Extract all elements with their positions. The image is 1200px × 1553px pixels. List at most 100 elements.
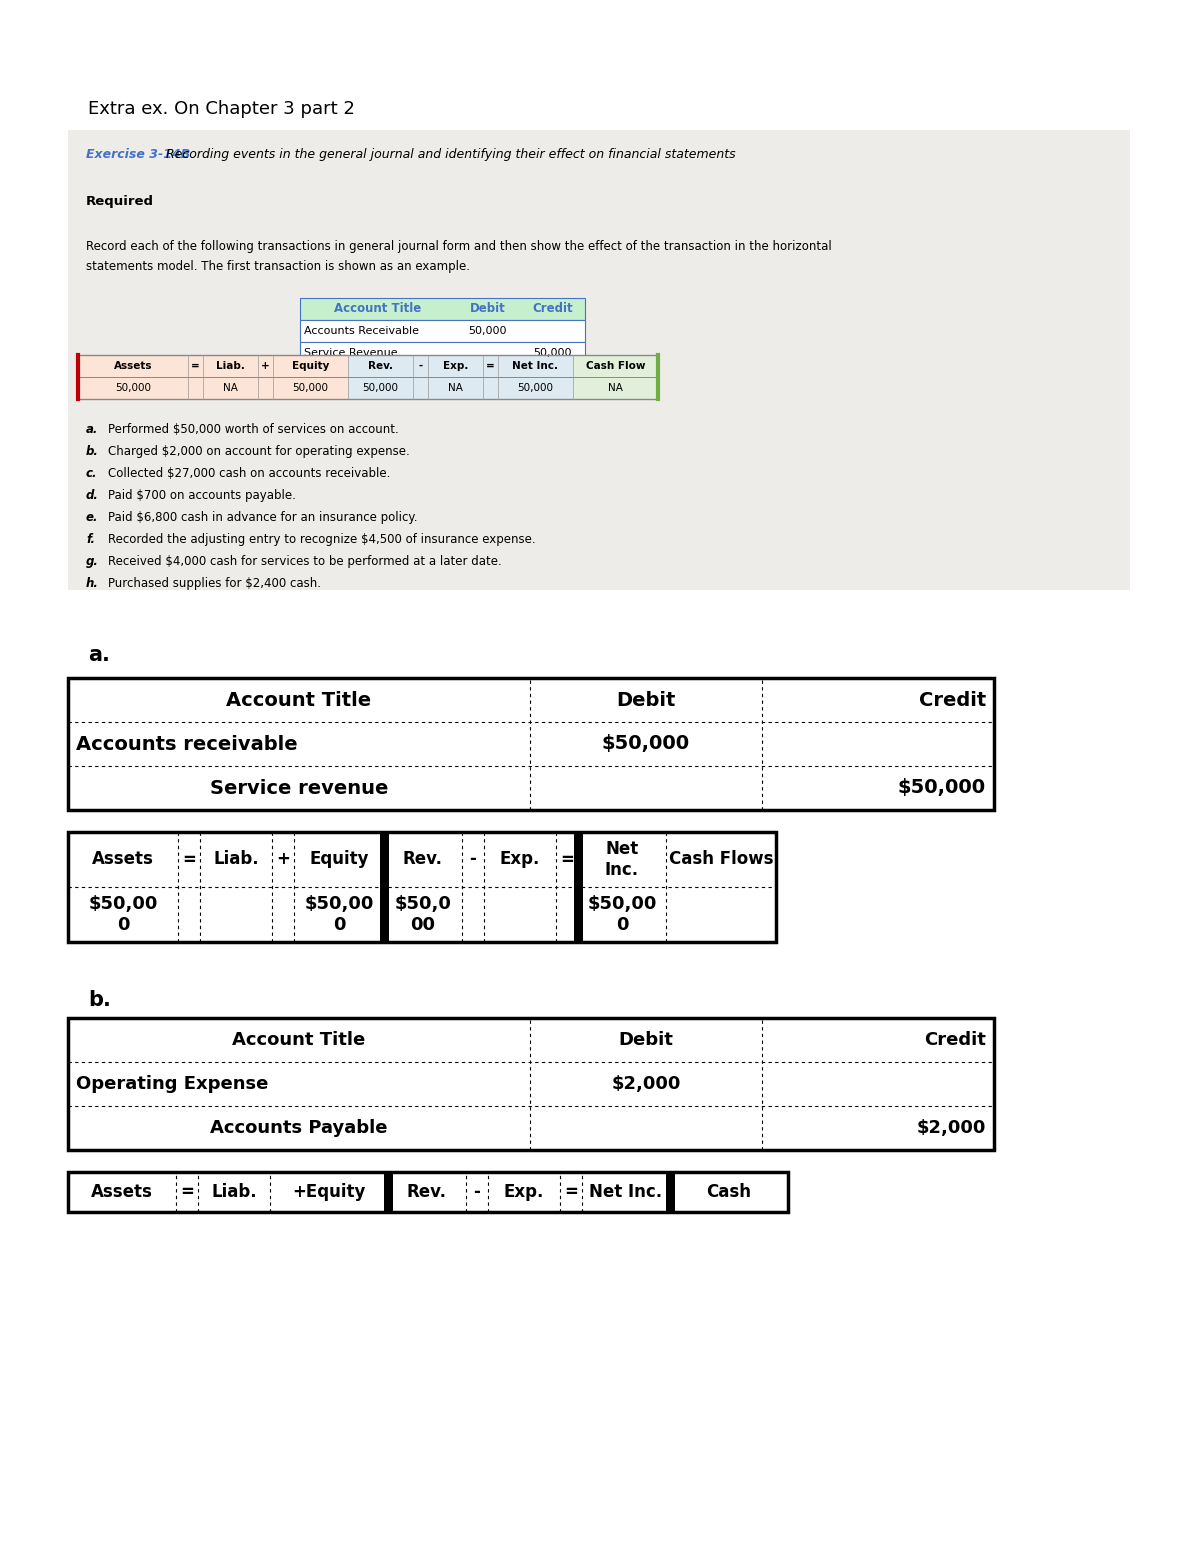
Bar <box>574 832 582 943</box>
Text: Recorded the adjusting entry to recognize $4,500 of insurance expense.: Recorded the adjusting entry to recogniz… <box>108 533 535 547</box>
Text: -: - <box>469 851 476 868</box>
Text: $2,000: $2,000 <box>917 1120 986 1137</box>
Text: a.: a. <box>86 422 98 436</box>
Text: NA: NA <box>448 384 463 393</box>
Text: Charged $2,000 on account for operating expense.: Charged $2,000 on account for operating … <box>108 446 409 458</box>
Text: Accounts Receivable: Accounts Receivable <box>304 326 419 335</box>
Text: Credit: Credit <box>919 691 986 710</box>
Text: d.: d. <box>86 489 98 502</box>
Text: 50,000: 50,000 <box>293 384 329 393</box>
Text: b.: b. <box>88 989 110 1009</box>
Text: 50,000: 50,000 <box>362 384 398 393</box>
Bar <box>68 1019 994 1151</box>
Text: Debit: Debit <box>618 1031 673 1048</box>
Bar <box>78 356 188 377</box>
Text: =: = <box>560 851 574 868</box>
Bar <box>258 356 274 377</box>
Text: NA: NA <box>608 384 623 393</box>
Bar <box>300 298 586 320</box>
Text: Accounts receivable: Accounts receivable <box>76 735 298 753</box>
Bar <box>578 887 666 943</box>
Bar <box>348 377 413 399</box>
Text: Credit: Credit <box>924 1031 986 1048</box>
Text: $50,0
00: $50,0 00 <box>395 895 451 933</box>
Text: f.: f. <box>86 533 95 547</box>
Text: $50,00
0: $50,00 0 <box>305 895 373 933</box>
Bar <box>78 356 658 399</box>
Text: Net Inc.: Net Inc. <box>512 360 558 371</box>
Text: Liab.: Liab. <box>211 1183 257 1200</box>
Bar <box>484 832 556 887</box>
Bar <box>68 679 994 811</box>
Text: =: = <box>564 1183 578 1200</box>
Text: Liab.: Liab. <box>214 851 259 868</box>
Text: Rev.: Rev. <box>403 851 443 868</box>
Text: Required: Required <box>86 196 154 208</box>
Bar <box>462 887 484 943</box>
Bar <box>203 356 258 377</box>
Text: Equity: Equity <box>310 851 368 868</box>
Bar <box>556 832 578 887</box>
Bar <box>272 887 294 943</box>
Text: statements model. The first transaction is shown as an example.: statements model. The first transaction … <box>86 259 470 273</box>
Bar <box>384 1173 392 1211</box>
Bar <box>484 887 556 943</box>
Text: Assets: Assets <box>114 360 152 371</box>
Text: -: - <box>474 1183 480 1200</box>
Text: Assets: Assets <box>92 851 154 868</box>
Bar <box>203 377 258 399</box>
Bar <box>258 377 274 399</box>
Bar <box>428 356 482 377</box>
Bar <box>462 832 484 887</box>
Text: $50,00
0: $50,00 0 <box>587 895 656 933</box>
Text: Cash Flows: Cash Flows <box>668 851 773 868</box>
Text: h.: h. <box>86 578 98 590</box>
Bar <box>428 377 482 399</box>
Text: 50,000: 50,000 <box>533 348 571 359</box>
Bar <box>498 356 574 377</box>
Text: Credit: Credit <box>532 303 572 315</box>
Text: Debit: Debit <box>469 303 505 315</box>
Text: Exp.: Exp. <box>500 851 540 868</box>
Text: Net Inc.: Net Inc. <box>589 1183 662 1200</box>
Text: b.: b. <box>86 446 98 458</box>
Bar <box>188 356 203 377</box>
Bar <box>666 1173 674 1211</box>
Bar <box>300 320 586 342</box>
Text: 50,000: 50,000 <box>517 384 553 393</box>
Text: Purchased supplies for $2,400 cash.: Purchased supplies for $2,400 cash. <box>108 578 322 590</box>
Text: $50,000: $50,000 <box>898 778 986 798</box>
Bar <box>556 887 578 943</box>
Text: Recording events in the general journal and identifying their effect on financia: Recording events in the general journal … <box>162 148 736 162</box>
Bar <box>574 377 658 399</box>
Text: Rev.: Rev. <box>368 360 394 371</box>
Text: Net
Inc.: Net Inc. <box>605 840 640 879</box>
Text: Operating Expense: Operating Expense <box>76 1075 269 1093</box>
Text: Assets: Assets <box>91 1183 152 1200</box>
Bar <box>178 832 200 887</box>
Text: Record each of the following transactions in general journal form and then show : Record each of the following transaction… <box>86 241 832 253</box>
Bar <box>413 377 428 399</box>
Text: Received $4,000 cash for services to be performed at a later date.: Received $4,000 cash for services to be … <box>108 554 502 568</box>
Text: +Equity: +Equity <box>293 1183 366 1200</box>
Bar <box>384 832 462 887</box>
Bar <box>274 377 348 399</box>
Text: Extra ex. On Chapter 3 part 2: Extra ex. On Chapter 3 part 2 <box>88 99 355 118</box>
Text: $50,00
0: $50,00 0 <box>89 895 157 933</box>
Text: Exp.: Exp. <box>443 360 468 371</box>
Bar <box>666 887 776 943</box>
Text: Exercise 3-14B: Exercise 3-14B <box>86 148 191 162</box>
Text: $50,000: $50,000 <box>602 735 690 753</box>
Text: Performed $50,000 worth of services on account.: Performed $50,000 worth of services on a… <box>108 422 398 436</box>
Bar <box>574 356 658 377</box>
Text: e.: e. <box>86 511 98 523</box>
Text: =: = <box>486 360 494 371</box>
Text: =: = <box>180 1183 194 1200</box>
Text: Cash: Cash <box>707 1183 751 1200</box>
Bar <box>200 832 272 887</box>
Bar <box>68 1173 788 1211</box>
Text: Account Title: Account Title <box>334 303 421 315</box>
Bar <box>482 356 498 377</box>
Text: Service revenue: Service revenue <box>210 778 388 798</box>
Text: Equity: Equity <box>292 360 329 371</box>
